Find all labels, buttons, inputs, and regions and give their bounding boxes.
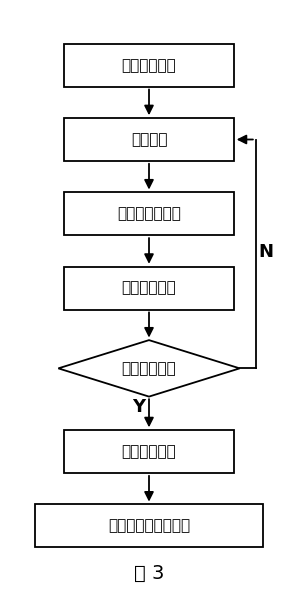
FancyBboxPatch shape	[64, 118, 234, 161]
Text: 信号采样: 信号采样	[131, 132, 167, 147]
Text: 信号处理与转换: 信号处理与转换	[117, 206, 181, 221]
Text: 工作参数设置: 工作参数设置	[122, 58, 176, 73]
FancyBboxPatch shape	[64, 430, 234, 473]
FancyBboxPatch shape	[64, 193, 234, 235]
Text: Y: Y	[132, 398, 145, 416]
FancyBboxPatch shape	[64, 44, 234, 86]
Text: 实时数据显示: 实时数据显示	[122, 281, 176, 296]
FancyBboxPatch shape	[64, 267, 234, 310]
Polygon shape	[58, 340, 240, 397]
Text: N: N	[258, 244, 274, 262]
Text: 数据文件保存: 数据文件保存	[122, 444, 176, 459]
FancyBboxPatch shape	[35, 505, 263, 547]
Text: 是否结束采样: 是否结束采样	[122, 361, 176, 376]
Text: 图 3: 图 3	[134, 564, 164, 583]
Text: 数据文件分析与处理: 数据文件分析与处理	[108, 518, 190, 533]
